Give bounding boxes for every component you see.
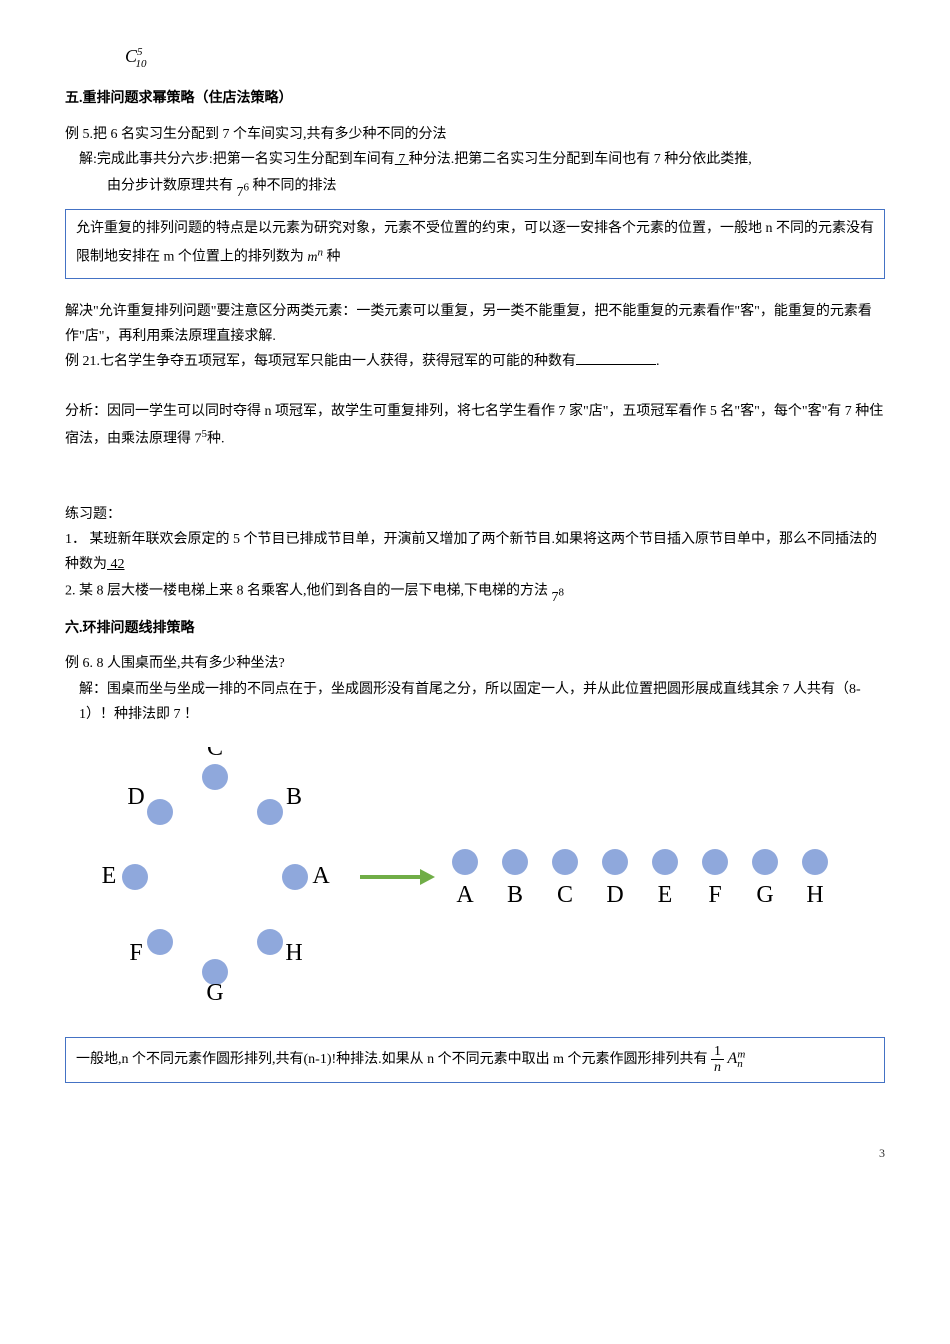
A-sub: n	[737, 1058, 743, 1070]
ex21-prefix: 例 21.七名学生争夺五项冠军，每项冠军只能由一人获得，获得冠军的可能的种数有	[65, 354, 576, 369]
ex5-sol-mid: 种分法.把第二名实习生分配到车间也有 7 种分依此类推,	[409, 152, 752, 167]
svg-text:D: D	[127, 784, 144, 810]
section6-box: 一般地,n 个不同元素作圆形排列,共有(n-1)!种排法.如果从 n 个不同元素…	[65, 1037, 885, 1083]
ex21-suffix: .	[656, 354, 660, 369]
svg-text:H: H	[285, 940, 302, 966]
circle-diagram: C D B E A F H G	[85, 747, 345, 1007]
example5-solution-line2: 由分步计数原理共有 76 种不同的排法	[107, 172, 885, 199]
svg-text:D: D	[606, 882, 623, 908]
ex5-power-exp: 6	[244, 181, 250, 193]
box5-power-exp: n	[318, 246, 324, 258]
svg-text:G: G	[756, 882, 773, 908]
p2-power-exp: 8	[559, 586, 565, 598]
formula-sub: 10	[136, 58, 147, 70]
section5-box: 允许重复的排列问题的特点是以元素为研究对象，元素不受位置的约束，可以逐一安排各个…	[65, 209, 885, 279]
arrow-icon	[355, 857, 435, 897]
ex5-sol-prefix: 解:完成此事共分六步:把第一名实习生分配到车间有	[79, 152, 395, 167]
box6-text-a: 一般地,n 个不同元素作圆形排列,共有(n-1)!种排法.如果从 n 个不同元素…	[76, 1052, 708, 1067]
diagram-container: C D B E A F H G A B C D E F G H	[65, 747, 885, 1007]
svg-text:C: C	[207, 747, 223, 761]
svg-text:G: G	[206, 980, 223, 1006]
ex5-sol-l2a: 由分步计数原理共有	[107, 179, 233, 194]
top-formula: C510	[125, 40, 885, 74]
ex5-sol-u1: 7	[395, 152, 409, 167]
practice-1: 1． 某班新年联欢会原定的 5 个节目已排成节目单，开演前又增加了两个新节目.如…	[65, 527, 885, 577]
p1-text: 1． 某班新年联欢会原定的 5 个节目已排成节目单，开演前又增加了两个新节目.如…	[65, 532, 877, 572]
ex21-blank	[576, 350, 656, 365]
ex5-sol-l2b: 种不同的排法	[253, 179, 337, 194]
section5-analysis: 分析：因同一学生可以同时夺得 n 项冠军，故学生可重复排列，将七名学生看作 7 …	[65, 399, 885, 451]
ex5-power-base: 7	[237, 185, 244, 200]
example21: 例 21.七名学生争夺五项冠军，每项冠军只能由一人获得，获得冠军的可能的种数有.	[65, 349, 885, 374]
frac-den: n	[711, 1060, 724, 1075]
example6-solution: 解：围桌而坐与坐成一排的不同点在于，坐成圆形没有首尾之分，所以固定一人，并从此位…	[79, 677, 885, 727]
practice-2: 2. 某 8 层大楼一楼电梯上来 8 名乘客人,他们到各自的一层下电梯,下电梯的…	[65, 577, 885, 604]
svg-text:F: F	[708, 882, 721, 908]
A-base: A	[728, 1050, 738, 1067]
page-number: 3	[65, 1143, 885, 1165]
box5-power-base: m	[307, 250, 317, 265]
analysis-text: 分析：因同一学生可以同时夺得 n 项冠军，故学生可重复排列，将七名学生看作 7 …	[65, 404, 883, 446]
box5-text-a: 允许重复的排列问题的特点是以元素为研究对象，元素不受位置的约束，可以逐一安排各个…	[76, 221, 874, 265]
p1-answer: 42	[107, 557, 125, 572]
example6-label: 例 6. 8 人围桌而坐,共有多少种坐法?	[65, 651, 885, 676]
analysis-tail: 种.	[207, 431, 225, 446]
section5-title: 五.重排问题求幂策略（住店法策略）	[65, 86, 885, 111]
frac-num: 1	[711, 1044, 724, 1060]
svg-text:F: F	[129, 940, 142, 966]
p2-power-base: 7	[552, 590, 559, 605]
box5-text-b: 种	[327, 250, 341, 265]
line-diagram: A B C D E F G H	[445, 832, 865, 922]
practice-label: 练习题：	[65, 502, 885, 527]
svg-text:E: E	[658, 882, 673, 908]
svg-text:A: A	[312, 863, 330, 889]
svg-text:B: B	[507, 882, 523, 908]
section5-para1: 解决"允许重复排列问题"要注意区分两类元素：一类元素可以重复，另一类不能重复，把…	[65, 299, 885, 349]
svg-text:H: H	[806, 882, 823, 908]
p2-text: 2. 某 8 层大楼一楼电梯上来 8 名乘客人,他们到各自的一层下电梯,下电梯的…	[65, 584, 548, 599]
svg-text:A: A	[456, 882, 474, 908]
formula-sup: 5	[137, 46, 143, 58]
example5-solution-line1: 解:完成此事共分六步:把第一名实习生分配到车间有 7 种分法.把第二名实习生分配…	[79, 147, 885, 172]
box6-fraction: 1 n	[711, 1044, 724, 1076]
svg-text:C: C	[557, 882, 573, 908]
svg-text:E: E	[102, 863, 117, 889]
section6-title: 六.环排问题线排策略	[65, 616, 885, 641]
svg-text:B: B	[286, 784, 302, 810]
example5-label: 例 5.把 6 名实习生分配到 7 个车间实习,共有多少种不同的分法	[65, 122, 885, 147]
